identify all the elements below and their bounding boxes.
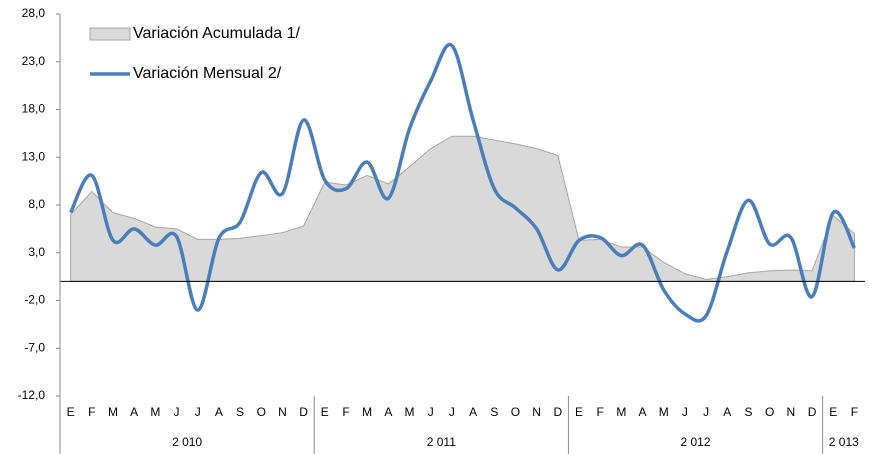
y-tick-label: 8,0 [28,197,45,211]
x-tick-label: J [703,405,709,419]
legend-swatch [89,27,131,41]
x-tick-label: M [659,405,669,419]
x-tick-label: M [616,405,626,419]
x-tick-label: M [150,405,160,419]
x-tick-label: E [575,405,583,419]
x-tick-label: S [490,405,498,419]
x-tick-label: A [130,405,138,419]
x-tick-label: F [88,405,95,419]
y-tick-label: 28,0 [22,6,46,20]
year-label: 2 010 [172,435,202,449]
area [70,135,855,282]
y-tick-label: -7,0 [24,340,45,354]
x-tick-label: J [449,405,455,419]
year-label: 2 012 [681,435,711,449]
y-tick-label: 13,0 [22,149,46,163]
x-tick-label: D [553,405,562,419]
x-tick-label: A [723,405,731,419]
x-tick-label: A [215,405,223,419]
x-tick-label: N [278,405,287,419]
x-tick-label: J [195,405,201,419]
x-tick-label: S [744,405,752,419]
y-tick-label: -2,0 [24,293,45,307]
x-tick-label: M [108,405,118,419]
x-tick-label: N [787,405,796,419]
y-tick-label: 3,0 [28,245,45,259]
x-tick-label: E [321,405,329,419]
x-tick-label: O [257,405,266,419]
x-tick-label: E [67,405,75,419]
x-tick-label: S [236,405,244,419]
year-label: 2 013 [829,435,859,449]
x-tick-label: J [682,405,688,419]
y-tick-label: 23,0 [22,54,46,68]
x-tick-label: A [384,405,392,419]
x-tick-label: E [829,405,837,419]
legend-label: Variación Mensual 2/ [133,65,282,82]
x-tick-label: O [765,405,774,419]
x-tick-label: J [174,405,180,419]
x-tick-label: M [362,405,372,419]
x-tick-label: D [299,405,308,419]
x-tick-label: F [597,405,604,419]
x-tick-label: J [428,405,434,419]
year-label: 2 011 [427,435,456,449]
y-tick-label: 18,0 [22,102,46,116]
x-tick-label: N [532,405,541,419]
x-tick-label: A [469,405,477,419]
x-tick-label: F [851,405,858,419]
x-tick-label: F [342,405,349,419]
legend-label: Variación Acumulada 1/ [133,25,300,42]
x-tick-label: O [511,405,520,419]
x-tick-label: A [639,405,647,419]
x-tick-label: D [808,405,817,419]
x-tick-label: M [405,405,415,419]
line [69,42,856,323]
y-tick-label: -12,0 [18,388,46,402]
